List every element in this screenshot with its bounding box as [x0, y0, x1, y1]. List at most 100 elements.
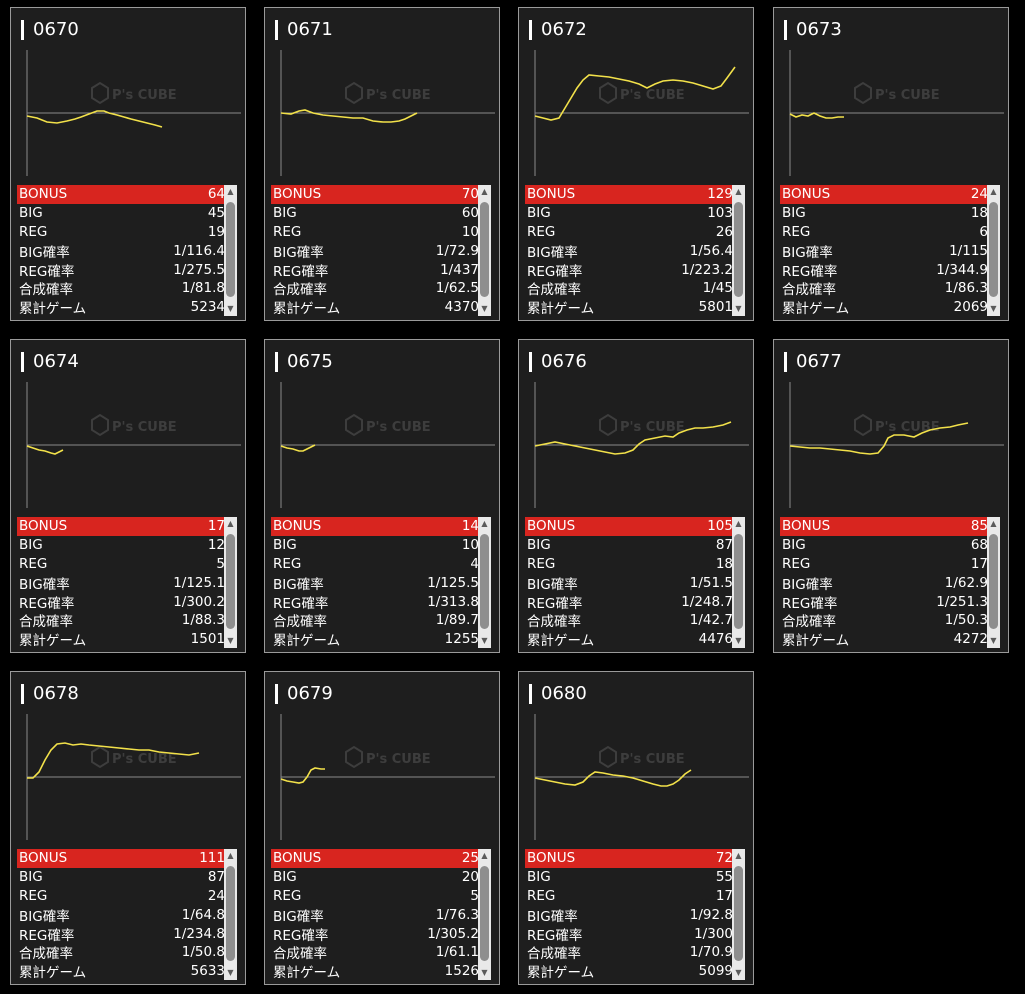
machine-card[interactable]: 0670 P's CUBE BONUS 64 BIG 45 REG 19 BIG確率 1…: [10, 7, 246, 321]
scroll-thumb[interactable]: [226, 202, 235, 297]
machine-number: 0676: [541, 351, 587, 372]
machine-card[interactable]: 0677 P's CUBE BONUS 85 BIG 68 REG 17 BIG確率 1…: [773, 339, 1009, 653]
stat-row-bonus: BONUS 14: [271, 517, 481, 536]
scroll-down-icon[interactable]: ▼: [481, 304, 488, 313]
stats-list: BONUS 17 BIG 12 REG 5 BIG確率 1/125.1 REG確率 1/3…: [17, 517, 227, 649]
scroll-down-icon[interactable]: ▼: [735, 968, 742, 977]
machine-card[interactable]: 0673 P's CUBE BONUS 24 BIG 18 REG 6 BIG確率 1/…: [773, 7, 1009, 321]
machine-card[interactable]: 0675 P's CUBE BONUS 14 BIG 10 REG 4 BIG確率 1/…: [264, 339, 500, 653]
stat-value: 1/56.4: [689, 242, 733, 259]
scroll-thumb[interactable]: [734, 866, 743, 961]
scrollbar[interactable]: ▲ ▼: [224, 517, 237, 648]
stat-label: REG: [273, 887, 302, 904]
scroll-up-icon[interactable]: ▲: [990, 519, 997, 528]
stat-label: 累計ゲーム: [273, 301, 341, 318]
machine-card[interactable]: 0676 P's CUBE BONUS 105 BIG 87 REG 18 BIG確率…: [518, 339, 754, 653]
stat-label: 累計ゲーム: [273, 633, 341, 650]
scroll-up-icon[interactable]: ▲: [735, 187, 742, 196]
stat-label: REG: [527, 887, 556, 904]
scroll-up-icon[interactable]: ▲: [481, 851, 488, 860]
slump-graph: P's CUBE: [273, 712, 495, 844]
stat-value: 1/45: [702, 280, 733, 297]
scroll-down-icon[interactable]: ▼: [227, 968, 234, 977]
stat-row-reg: REG 17: [525, 887, 735, 906]
stat-value: 1526: [444, 963, 479, 980]
slump-graph: P's CUBE: [527, 380, 749, 512]
scroll-down-icon[interactable]: ▼: [481, 968, 488, 977]
stat-value: 70: [461, 186, 479, 203]
stat-row-reg-rate: REG確率 1/300.2: [17, 592, 227, 612]
stat-value: 103: [707, 205, 733, 222]
scrollbar[interactable]: ▲ ▼: [478, 185, 491, 316]
scroll-up-icon[interactable]: ▲: [481, 187, 488, 196]
scroll-thumb[interactable]: [480, 866, 489, 961]
stat-value: 1/300: [694, 925, 733, 942]
machine-card[interactable]: 0674 P's CUBE BONUS 17 BIG 12 REG 5 BIG確率 1/…: [10, 339, 246, 653]
scroll-thumb[interactable]: [226, 534, 235, 629]
stat-row-big: BIG 60: [271, 204, 481, 223]
stat-row-games: 累計ゲーム 4272: [780, 630, 990, 649]
watermark-logo: P's CUBE: [854, 81, 940, 105]
stat-label: BIG: [273, 869, 297, 886]
scroll-down-icon[interactable]: ▼: [990, 636, 997, 645]
stat-value: 1/64.8: [181, 906, 225, 923]
scroll-down-icon[interactable]: ▼: [227, 304, 234, 313]
stat-row-bonus: BONUS 129: [525, 185, 735, 204]
stat-value: 1/88.3: [181, 612, 225, 629]
scroll-up-icon[interactable]: ▲: [990, 187, 997, 196]
stat-value: 55: [715, 869, 733, 886]
scroll-down-icon[interactable]: ▼: [735, 304, 742, 313]
watermark-logo: P's CUBE: [91, 413, 177, 437]
stat-label: BONUS: [273, 518, 322, 535]
scroll-up-icon[interactable]: ▲: [227, 851, 234, 860]
scrollbar[interactable]: ▲ ▼: [224, 185, 237, 316]
scroll-thumb[interactable]: [734, 202, 743, 297]
stat-label: 合成確率: [19, 614, 73, 631]
stats-list: BONUS 111 BIG 87 REG 24 BIG確率 1/64.8 REG確率 1/…: [17, 849, 227, 981]
machine-card[interactable]: 0678 P's CUBE BONUS 111 BIG 87 REG 24 BIG確率…: [10, 671, 246, 985]
slump-graph: P's CUBE: [19, 48, 241, 180]
stat-label: BIG: [19, 205, 43, 222]
scrollbar[interactable]: ▲ ▼: [224, 849, 237, 980]
scroll-down-icon[interactable]: ▼: [990, 304, 997, 313]
scrollbar[interactable]: ▲ ▼: [478, 517, 491, 648]
stat-row-big-rate: BIG確率 1/92.8: [525, 905, 735, 925]
scroll-down-icon[interactable]: ▼: [481, 636, 488, 645]
stat-label: REG確率: [19, 595, 75, 612]
scroll-thumb[interactable]: [226, 866, 235, 961]
stat-value: 4370: [444, 299, 479, 316]
stat-label: BIG確率: [782, 576, 833, 593]
scrollbar[interactable]: ▲ ▼: [732, 517, 745, 648]
machine-card[interactable]: 0671 P's CUBE BONUS 70 BIG 60 REG 10 BIG確率 1…: [264, 7, 500, 321]
header-bar: [275, 20, 278, 40]
scroll-up-icon[interactable]: ▲: [227, 187, 234, 196]
scroll-up-icon[interactable]: ▲: [227, 519, 234, 528]
scroll-up-icon[interactable]: ▲: [735, 851, 742, 860]
stat-label: BIG: [19, 537, 43, 554]
scrollbar[interactable]: ▲ ▼: [987, 517, 1000, 648]
stat-label: BONUS: [19, 518, 68, 535]
header-bar: [21, 20, 24, 40]
stat-row-reg: REG 5: [17, 555, 227, 574]
stat-value: 1/248.7: [681, 593, 733, 610]
scrollbar[interactable]: ▲ ▼: [732, 849, 745, 980]
stat-label: REG: [527, 223, 556, 240]
machine-card[interactable]: 0680 P's CUBE BONUS 72 BIG 55 REG 17 BIG確率 1…: [518, 671, 754, 985]
scrollbar[interactable]: ▲ ▼: [478, 849, 491, 980]
scroll-up-icon[interactable]: ▲: [481, 519, 488, 528]
scroll-thumb[interactable]: [734, 534, 743, 629]
machine-card[interactable]: 0679 P's CUBE BONUS 25 BIG 20 REG 5 BIG確率 1/…: [264, 671, 500, 985]
scroll-thumb[interactable]: [480, 202, 489, 297]
scroll-thumb[interactable]: [989, 534, 998, 629]
scroll-thumb[interactable]: [989, 202, 998, 297]
svg-text:P's CUBE: P's CUBE: [366, 752, 431, 767]
scroll-thumb[interactable]: [480, 534, 489, 629]
machine-card[interactable]: 0672 P's CUBE BONUS 129 BIG 103 REG 26 BIG確…: [518, 7, 754, 321]
scrollbar[interactable]: ▲ ▼: [987, 185, 1000, 316]
scrollbar[interactable]: ▲ ▼: [732, 185, 745, 316]
scroll-down-icon[interactable]: ▼: [735, 636, 742, 645]
stat-label: 合成確率: [527, 282, 581, 299]
scroll-down-icon[interactable]: ▼: [227, 636, 234, 645]
stat-value: 64: [207, 186, 225, 203]
scroll-up-icon[interactable]: ▲: [735, 519, 742, 528]
